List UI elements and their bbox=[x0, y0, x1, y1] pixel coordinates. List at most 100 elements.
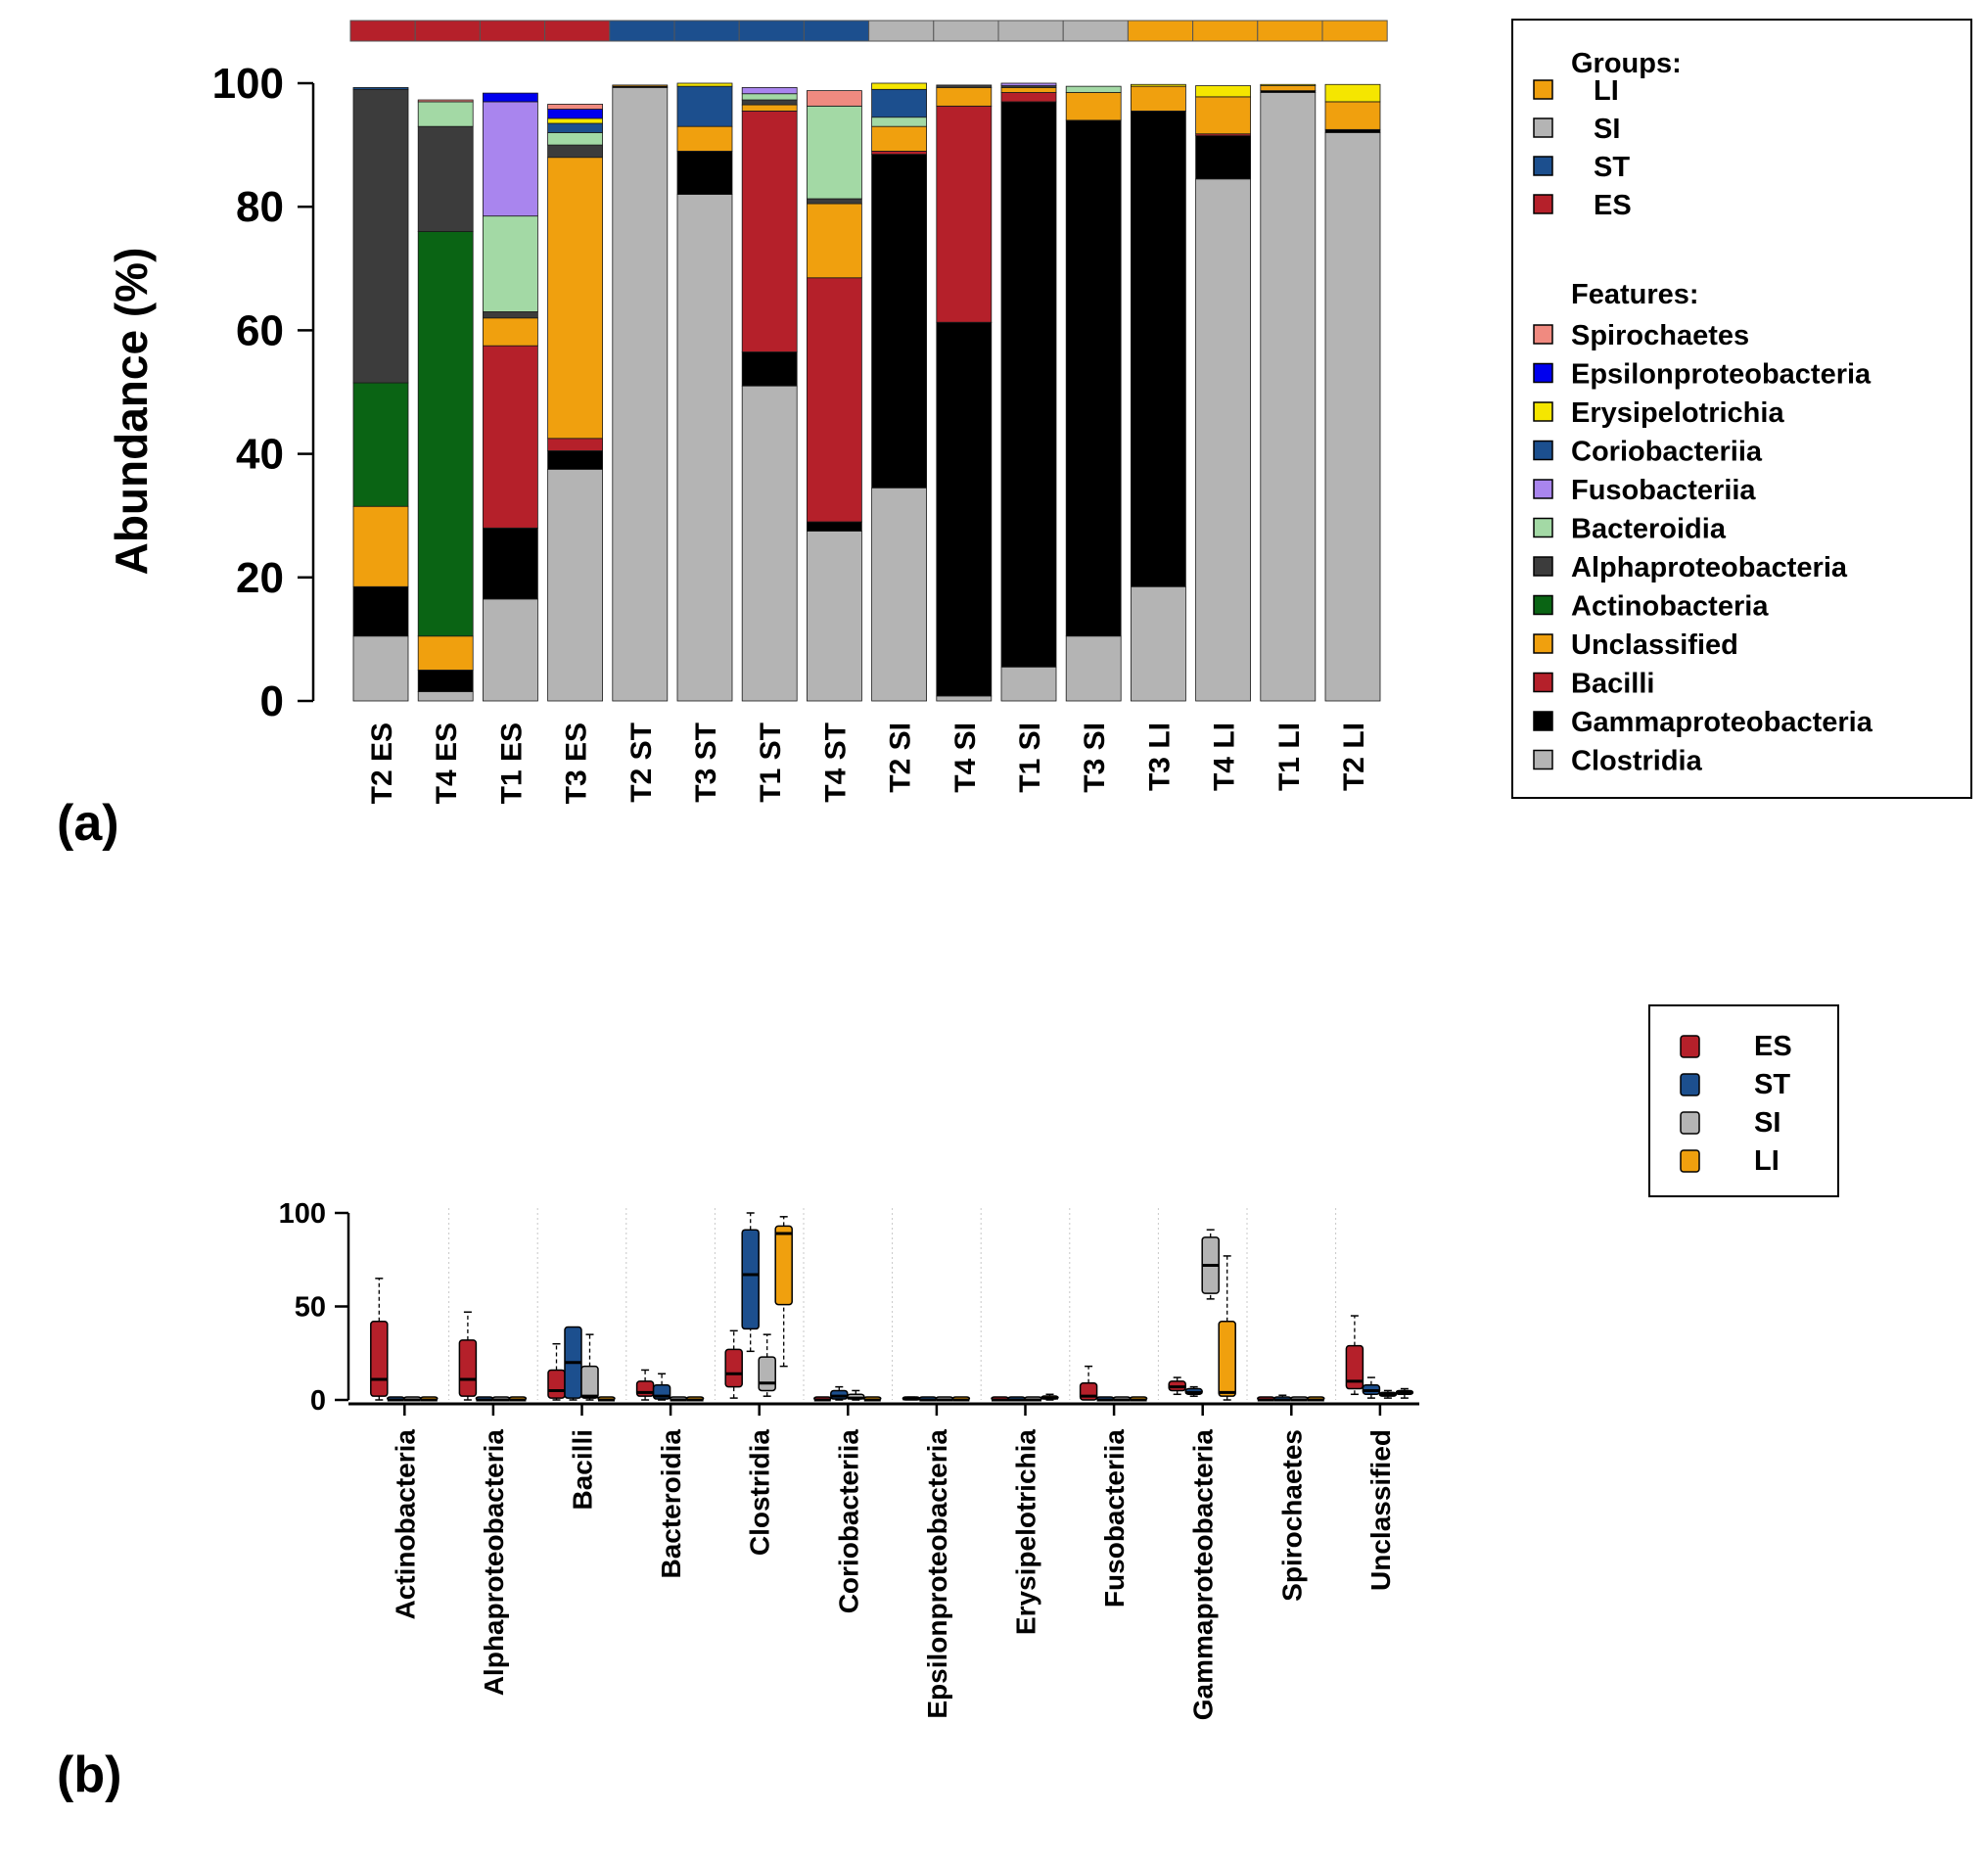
segment-erysipelotrichia bbox=[1260, 83, 1317, 86]
segment-clostridia bbox=[1195, 178, 1251, 702]
group-strip-li bbox=[1127, 20, 1194, 42]
legend-swatch-unclassified bbox=[1533, 633, 1553, 654]
y-tick-label: 80 bbox=[236, 183, 284, 231]
legend-label-alphaproteobacteria: Alphaproteobacteria bbox=[1571, 552, 1848, 583]
bar-t2-li bbox=[1324, 83, 1381, 702]
segment-bacilli bbox=[547, 438, 603, 451]
bar-t3-st bbox=[676, 82, 733, 702]
segment-bacteroidia bbox=[871, 116, 927, 127]
box-gammaproteobacteria-es bbox=[1168, 1376, 1186, 1396]
segment-actinobacteria bbox=[352, 382, 409, 507]
segment-erysipelotrichia bbox=[871, 82, 927, 90]
legend-swatch-actinobacteria bbox=[1533, 594, 1553, 616]
panel-label-b: (b) bbox=[57, 1747, 121, 1803]
segment-clostridia bbox=[352, 635, 409, 702]
segment-bacilli bbox=[741, 110, 798, 352]
box-alphaproteobacteria-st bbox=[475, 1396, 494, 1402]
segment-epsilonproteobacteria bbox=[547, 109, 603, 119]
x-tick-clostridia: Clostridia bbox=[745, 1429, 775, 1557]
group-strip-li bbox=[1257, 20, 1323, 42]
segment-gammaproteobacteria bbox=[741, 351, 798, 387]
legend-box bbox=[1648, 1004, 1839, 1197]
segment-unclassified bbox=[807, 203, 862, 279]
box-unclassified-es bbox=[1345, 1315, 1364, 1396]
group-strip-st bbox=[609, 20, 675, 42]
segment-unclassified bbox=[936, 87, 993, 107]
legend-label-si: SI bbox=[1594, 114, 1620, 145]
x-tick-t2-es: T2 ES bbox=[366, 722, 398, 804]
segment-actinobacteria bbox=[417, 231, 474, 637]
boxgroup-bacilli bbox=[547, 1326, 616, 1402]
box-erysipelotrichia-li bbox=[1040, 1393, 1059, 1401]
stacked-bars bbox=[352, 82, 1381, 702]
segment-gammaproteobacteria bbox=[807, 521, 862, 532]
box-bacteroidia-si bbox=[669, 1396, 688, 1402]
legend-label-unclassified: Unclassified bbox=[1571, 629, 1738, 661]
group-strip-li bbox=[1192, 20, 1259, 42]
segment-unclassified bbox=[612, 84, 669, 87]
segment-unclassified bbox=[676, 125, 733, 152]
segment-bacteroidia bbox=[1065, 85, 1122, 93]
segment-gammaproteobacteria bbox=[417, 670, 474, 692]
segment-clostridia bbox=[936, 695, 993, 702]
x-tick-labels: Actinobacteria Alphaproteobacteria Bacilli… bbox=[390, 1404, 1396, 1720]
group-strip-si bbox=[933, 20, 999, 42]
legend-label-spirochaetes: Spirochaetes bbox=[1571, 320, 1749, 351]
group-strip-es bbox=[349, 20, 416, 42]
box-unclassified-li bbox=[1395, 1387, 1414, 1399]
x-tick-coriobacteriia: Coriobacteriia bbox=[833, 1429, 863, 1614]
box-fusobacteriia-es bbox=[1079, 1365, 1098, 1401]
box-gammaproteobacteria-si bbox=[1201, 1229, 1220, 1300]
box-actinobacteria-es bbox=[370, 1278, 389, 1401]
segment-bacteroidia bbox=[547, 132, 603, 146]
segment-gammaproteobacteria bbox=[1324, 128, 1381, 133]
segment-clostridia bbox=[547, 468, 603, 702]
x-tick-bacilli: Bacilli bbox=[568, 1429, 598, 1510]
box-coriobacteriia-si bbox=[847, 1389, 865, 1401]
segment-epsilonproteobacteria bbox=[482, 92, 538, 103]
x-tick-t4-li: T4 LI bbox=[1209, 722, 1241, 791]
bar-t4-li bbox=[1195, 85, 1251, 702]
segment-clostridia bbox=[1000, 666, 1057, 702]
segment-clostridia bbox=[482, 598, 538, 702]
bar-t4-es bbox=[417, 99, 474, 702]
x-tick-t2-si: T2 SI bbox=[885, 722, 917, 793]
y-tick-label: 0 bbox=[310, 1385, 326, 1417]
segment-alphaproteobacteria bbox=[741, 99, 798, 106]
group-strip-es bbox=[544, 20, 611, 42]
box-bacteroidia-li bbox=[685, 1396, 705, 1402]
box-fusobacteriia-st bbox=[1095, 1396, 1115, 1402]
segment-clostridia bbox=[1260, 92, 1317, 702]
box-erysipelotrichia-es bbox=[991, 1396, 1009, 1402]
box-actinobacteria-si bbox=[403, 1396, 422, 1402]
legend-label-coriobacteriia: Coriobacteriia bbox=[1571, 437, 1763, 468]
y-axis: 0 20 40 60 80 100 bbox=[212, 60, 315, 725]
boxgroup-bacteroidia bbox=[635, 1369, 705, 1402]
legend-swatch-li bbox=[1533, 79, 1553, 100]
panel-label-a: (a) bbox=[57, 795, 119, 852]
x-tick-t2-st: T2 ST bbox=[625, 722, 658, 803]
x-tick-erysipelotrichia: Erysipelotrichia bbox=[1011, 1429, 1041, 1636]
segment-erysipelotrichia bbox=[676, 82, 733, 87]
bar-t1-si bbox=[1000, 82, 1057, 702]
box-iqr bbox=[741, 1229, 760, 1330]
legend-label-li: LI bbox=[1754, 1145, 1780, 1177]
legend-features-title: Features: bbox=[1571, 279, 1699, 310]
legend-swatch-epsilonproteobacteria bbox=[1533, 362, 1553, 384]
y-tick-label: 0 bbox=[260, 677, 284, 725]
box-bacteroidia-es bbox=[635, 1369, 655, 1401]
group-strip-es bbox=[414, 20, 481, 42]
box-iqr bbox=[547, 1369, 566, 1399]
segment-coriobacteriia bbox=[547, 122, 603, 133]
segment-unclassified bbox=[417, 635, 474, 671]
legend-swatch-st bbox=[1533, 156, 1553, 176]
group-strip-st bbox=[738, 20, 805, 42]
box-iqr bbox=[458, 1339, 478, 1397]
x-tick-t1-es: T1 ES bbox=[495, 722, 528, 804]
legend-label-actinobacteria: Actinobacteria bbox=[1571, 591, 1769, 623]
box-spirochaetes-si bbox=[1290, 1396, 1309, 1402]
box-actinobacteria-st bbox=[387, 1396, 405, 1402]
segment-unclassified bbox=[1195, 96, 1251, 135]
legend-features: Spirochaetes Epsilonproteobacteria Erysipe… bbox=[1533, 320, 1873, 777]
segment-spirochaetes bbox=[807, 90, 862, 107]
